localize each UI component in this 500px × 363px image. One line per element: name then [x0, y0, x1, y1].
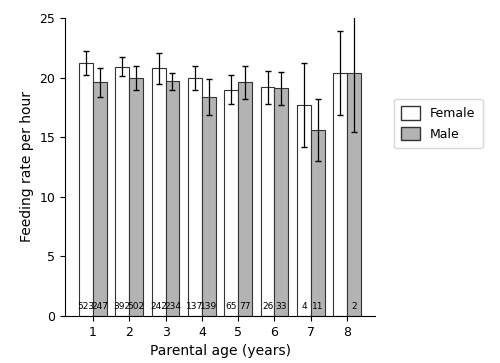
- Text: 242: 242: [150, 302, 167, 311]
- Text: 26: 26: [262, 302, 274, 311]
- Bar: [297, 105, 311, 316]
- Bar: [202, 97, 215, 316]
- Text: 392: 392: [114, 302, 131, 311]
- Text: 33: 33: [276, 302, 287, 311]
- Text: 247: 247: [92, 302, 108, 311]
- Text: 137: 137: [186, 302, 204, 311]
- Text: 502: 502: [128, 302, 144, 311]
- Y-axis label: Feeding rate per hour: Feeding rate per hour: [20, 91, 34, 242]
- Bar: [260, 87, 274, 316]
- Text: 4: 4: [301, 302, 306, 311]
- Bar: [347, 73, 361, 316]
- Bar: [188, 78, 202, 316]
- Bar: [129, 78, 143, 316]
- Text: 523: 523: [78, 302, 94, 311]
- Text: 2: 2: [351, 302, 357, 311]
- Text: 65: 65: [226, 302, 237, 311]
- Legend: Female, Male: Female, Male: [394, 99, 483, 148]
- Bar: [334, 73, 347, 316]
- Bar: [224, 90, 238, 316]
- Text: 11: 11: [312, 302, 324, 311]
- Bar: [311, 130, 324, 316]
- Bar: [238, 82, 252, 316]
- X-axis label: Parental age (years): Parental age (years): [150, 344, 290, 358]
- Bar: [152, 68, 166, 316]
- Bar: [274, 89, 288, 316]
- Text: 234: 234: [164, 302, 181, 311]
- Bar: [79, 64, 93, 316]
- Bar: [93, 82, 106, 316]
- Bar: [116, 67, 129, 316]
- Text: 139: 139: [200, 302, 218, 311]
- Bar: [166, 81, 179, 316]
- Text: 77: 77: [240, 302, 251, 311]
